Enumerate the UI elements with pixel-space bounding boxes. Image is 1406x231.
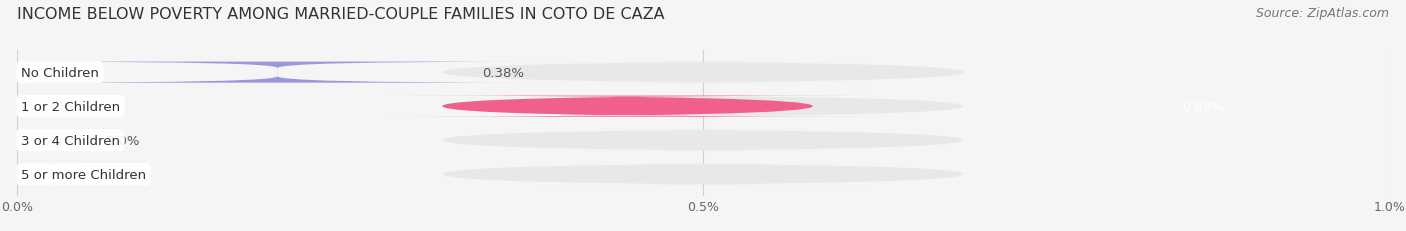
- Text: 0.89%: 0.89%: [1182, 100, 1225, 113]
- Text: INCOME BELOW POVERTY AMONG MARRIED-COUPLE FAMILIES IN COTO DE CAZA: INCOME BELOW POVERTY AMONG MARRIED-COUPL…: [17, 7, 665, 22]
- FancyBboxPatch shape: [17, 62, 538, 83]
- FancyBboxPatch shape: [443, 96, 963, 117]
- FancyBboxPatch shape: [443, 164, 963, 185]
- FancyBboxPatch shape: [17, 164, 86, 185]
- Text: 0.0%: 0.0%: [105, 168, 139, 181]
- FancyBboxPatch shape: [443, 130, 963, 151]
- Text: 0.0%: 0.0%: [105, 134, 139, 147]
- Text: No Children: No Children: [21, 66, 98, 79]
- FancyBboxPatch shape: [17, 130, 86, 151]
- Text: 3 or 4 Children: 3 or 4 Children: [21, 134, 120, 147]
- Text: 1 or 2 Children: 1 or 2 Children: [21, 100, 120, 113]
- Text: Source: ZipAtlas.com: Source: ZipAtlas.com: [1256, 7, 1389, 20]
- Text: 0.38%: 0.38%: [482, 66, 524, 79]
- Text: 5 or more Children: 5 or more Children: [21, 168, 146, 181]
- FancyBboxPatch shape: [443, 62, 963, 83]
- FancyBboxPatch shape: [388, 96, 868, 117]
